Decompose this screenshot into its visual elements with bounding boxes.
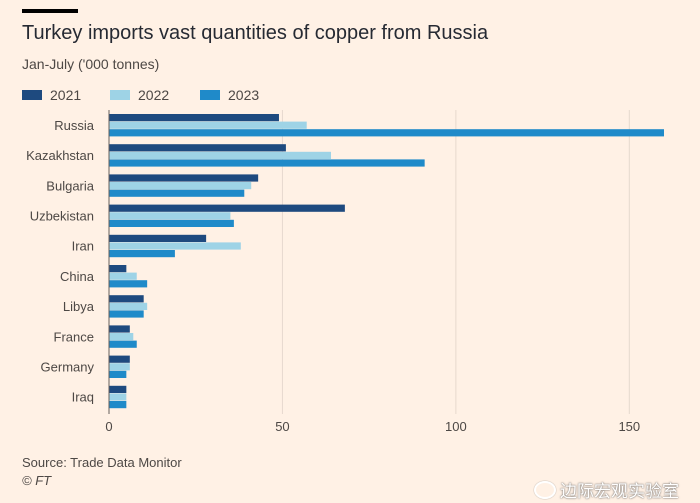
bar-china-2021 <box>109 265 127 273</box>
x-tick-label-150: 150 <box>618 419 640 434</box>
bar-france-2021 <box>109 325 130 333</box>
bar-uzbekistan-2023 <box>109 219 234 227</box>
legend-swatch-2022 <box>110 90 130 100</box>
bar-kazakhstan-2023 <box>109 159 425 167</box>
bar-libya-2022 <box>109 302 148 310</box>
category-label-kazakhstan: Kazakhstan <box>26 148 94 163</box>
weibo-icon <box>534 481 556 499</box>
category-label-libya: Libya <box>63 299 95 314</box>
bar-kazakhstan-2022 <box>109 151 331 159</box>
bar-france-2022 <box>109 333 134 341</box>
category-label-china: China <box>60 269 95 284</box>
bar-uzbekistan-2021 <box>109 204 345 212</box>
category-label-france: France <box>54 329 94 344</box>
category-label-iraq: Iraq <box>72 390 94 405</box>
bar-iraq-2021 <box>109 385 127 393</box>
bar-iraq-2022 <box>109 393 127 401</box>
bar-uzbekistan-2022 <box>109 212 231 220</box>
watermark: 边际宏观实验室 <box>534 477 679 502</box>
category-label-bulgaria: Bulgaria <box>46 178 94 193</box>
bar-bulgaria-2022 <box>109 182 252 190</box>
bar-russia-2021 <box>109 114 279 122</box>
bar-germany-2021 <box>109 355 130 363</box>
chart-subtitle: Jan-July ('000 tonnes) <box>22 56 160 72</box>
watermark-text: 边际宏观实验室 <box>560 482 679 501</box>
bar-china-2023 <box>109 280 148 288</box>
bar-bulgaria-2023 <box>109 189 245 197</box>
x-tick-label-100: 100 <box>445 419 467 434</box>
chart-title: Turkey imports vast quantities of copper… <box>22 22 489 44</box>
legend-label-2023: 2023 <box>228 87 260 103</box>
bar-russia-2023 <box>109 129 664 137</box>
bar-iraq-2023 <box>109 401 127 409</box>
bar-france-2023 <box>109 340 137 348</box>
bar-china-2022 <box>109 272 137 280</box>
bar-iran-2021 <box>109 234 207 242</box>
bar-iran-2022 <box>109 242 241 250</box>
copyright-note: © FT <box>22 473 52 488</box>
ft-top-rule <box>22 9 78 13</box>
bar-libya-2023 <box>109 310 144 318</box>
legend-swatch-2023 <box>200 90 220 100</box>
category-label-germany: Germany <box>41 360 95 375</box>
category-label-iran: Iran <box>72 239 94 254</box>
source-note: Source: Trade Data Monitor <box>22 455 182 470</box>
legend-label-2021: 2021 <box>50 87 82 103</box>
bar-germany-2023 <box>109 370 127 378</box>
legend-label-2022: 2022 <box>138 87 170 103</box>
bar-germany-2022 <box>109 363 130 371</box>
bar-russia-2022 <box>109 121 307 129</box>
category-label-russia: Russia <box>54 118 95 133</box>
bar-iran-2023 <box>109 250 175 258</box>
legend-swatch-2021 <box>22 90 42 100</box>
bar-libya-2021 <box>109 295 144 303</box>
category-label-uzbekistan: Uzbekistan <box>30 209 94 224</box>
x-tick-label-0: 0 <box>105 419 112 434</box>
x-tick-label-50: 50 <box>275 419 289 434</box>
bar-bulgaria-2021 <box>109 174 259 182</box>
bar-kazakhstan-2021 <box>109 144 286 152</box>
